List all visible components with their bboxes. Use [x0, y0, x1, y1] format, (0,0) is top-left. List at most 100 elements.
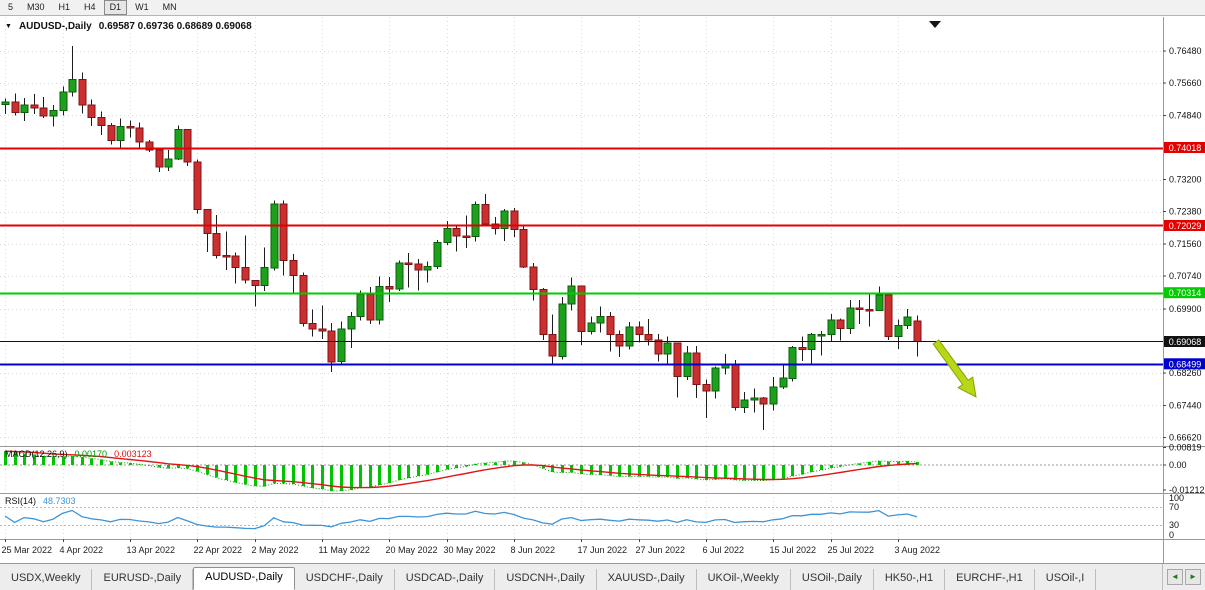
candle-body: [548, 333, 557, 357]
chart-tab-xauusd-daily[interactable]: XAUUSD-,Daily: [597, 569, 697, 590]
candle-body: [865, 308, 874, 312]
chart-tab-usdcad-daily[interactable]: USDCAD-,Daily: [395, 569, 496, 590]
chart-tab-eurchf-h1[interactable]: EURCHF-,H1: [945, 569, 1035, 590]
candle-body: [270, 203, 279, 269]
chart-object-marker-icon[interactable]: [929, 21, 941, 28]
candle-body: [183, 128, 192, 163]
timeframe-button-5[interactable]: 5: [8, 2, 14, 12]
rsi-axis-label: 70: [1169, 502, 1179, 512]
chart-tab-audusd-daily[interactable]: AUDUSD-,Daily: [193, 567, 295, 590]
candle-body: [212, 233, 221, 257]
timeframe-button-h4[interactable]: H4: [84, 2, 96, 12]
chart-area: 0.76480 0.75660 0.74840 0.73200 0.72380 0.715…: [0, 17, 1205, 563]
candle-body: [903, 316, 912, 326]
candle-body: [577, 285, 586, 333]
price-axis-tick-label: 0.73200: [1169, 175, 1202, 185]
candle-body: [529, 266, 538, 290]
candle-body: [308, 322, 317, 330]
candle-body: [241, 266, 250, 281]
candle-body: [347, 316, 356, 330]
rsi-axis-label: 0: [1169, 530, 1174, 540]
date-axis-label: 20 May 2022: [386, 545, 438, 555]
chart-tab-usdchf-daily[interactable]: USDCHF-,Daily: [295, 569, 395, 590]
chart-tab-usoil-daily[interactable]: USOil-,Daily: [791, 569, 874, 590]
candle-body: [452, 228, 461, 237]
date-axis-label: 4 Apr 2022: [60, 545, 104, 555]
price-axis-tick-label: 0.69900: [1169, 304, 1202, 314]
symbol-tabbar: USDX,Weekly EURUSD-,Daily AUDUSD-,Daily USD…: [0, 563, 1205, 590]
down-arrow-annotation[interactable]: [932, 339, 977, 398]
tabs-scroll-left-button[interactable]: ◄: [1167, 569, 1183, 585]
candle-body: [884, 294, 893, 337]
candle-body: [327, 330, 336, 363]
candle-body: [164, 158, 173, 168]
candle-body: [558, 303, 567, 357]
candle-body: [462, 235, 471, 238]
candle-body: [299, 275, 308, 324]
resistance-line-lower-price-label: [1164, 220, 1205, 231]
candle-body: [395, 262, 404, 290]
candle-body: [49, 110, 58, 117]
chart-tab-eurusd-daily[interactable]: EURUSD-,Daily: [92, 569, 194, 590]
candle-body: [39, 107, 48, 117]
timeframe-button-w1[interactable]: W1: [135, 2, 149, 12]
price-axis-tick-label: 0.67440: [1169, 400, 1202, 410]
candle-body: [356, 293, 365, 318]
candle-body: [11, 101, 20, 114]
candle-body: [875, 294, 884, 312]
candle-body: [30, 104, 39, 109]
date-axis-label: 17 Jun 2022: [578, 545, 628, 555]
candle-body: [174, 128, 183, 160]
candle-body: [20, 104, 29, 114]
candle-body: [635, 326, 644, 335]
candle-body: [78, 79, 87, 106]
candle-body: [1, 101, 10, 105]
candle-body: [126, 126, 135, 129]
candle-body: [251, 279, 260, 286]
macd-axis-label: 0.00819: [1169, 443, 1202, 453]
candle-body: [116, 126, 125, 141]
candle-body: [279, 203, 288, 262]
candle-body: [836, 319, 845, 329]
candle-body: [471, 203, 480, 237]
date-axis-label: 25 Mar 2022: [2, 545, 53, 555]
candle-body: [817, 333, 826, 337]
candle-body: [107, 125, 116, 141]
candle-body: [385, 286, 394, 290]
candle-body: [203, 208, 212, 235]
date-axis-label: 11 May 2022: [319, 545, 370, 555]
chart-tab-usdx-weekly[interactable]: USDX,Weekly: [0, 569, 93, 590]
candle-body: [423, 266, 432, 271]
date-axis-label: 13 Apr 2022: [127, 545, 176, 555]
chart-tab-ukoil-weekly[interactable]: UKOil-,Weekly: [697, 569, 791, 590]
candle-body: [654, 339, 663, 355]
candle-body: [337, 328, 346, 363]
price-axis-tick-label: 0.71560: [1169, 239, 1202, 249]
tabs-scroll-right-button[interactable]: ►: [1185, 569, 1201, 585]
candle-body: [711, 367, 720, 392]
price-axis-tick-label: 0.68260: [1169, 368, 1202, 378]
candle-body: [289, 260, 298, 277]
chart-tab-usoil-i[interactable]: USOil-,I: [1035, 569, 1097, 590]
chart-tab-usdcnh-daily[interactable]: USDCNH-,Daily: [495, 569, 597, 590]
chart-tab-hk50-h1[interactable]: HK50-,H1: [874, 569, 946, 590]
candle-body: [798, 347, 807, 351]
price-chart[interactable]: 0.76480 0.75660 0.74840 0.73200 0.72380 0.715…: [0, 17, 1205, 563]
candle-body: [750, 397, 759, 401]
candle-body: [375, 286, 384, 321]
candle-body: [155, 149, 164, 168]
candle-body: [673, 342, 682, 378]
timeframe-button-mn[interactable]: MN: [162, 2, 177, 12]
current-price-line-price-label-text: 0.69068: [1169, 337, 1202, 347]
candle-body: [567, 285, 576, 305]
timeframe-button-h1[interactable]: H1: [58, 2, 71, 12]
timeframe-button-d1[interactable]: D1: [103, 0, 128, 15]
current-price-line-price-label: [1164, 336, 1205, 347]
candle-body: [779, 377, 788, 388]
candle-body: [539, 288, 548, 335]
date-axis-label: 6 Jul 2022: [703, 545, 745, 555]
candle-body: [145, 141, 154, 151]
candle-body: [788, 347, 797, 379]
timeframe-button-m30[interactable]: M30: [27, 2, 45, 12]
